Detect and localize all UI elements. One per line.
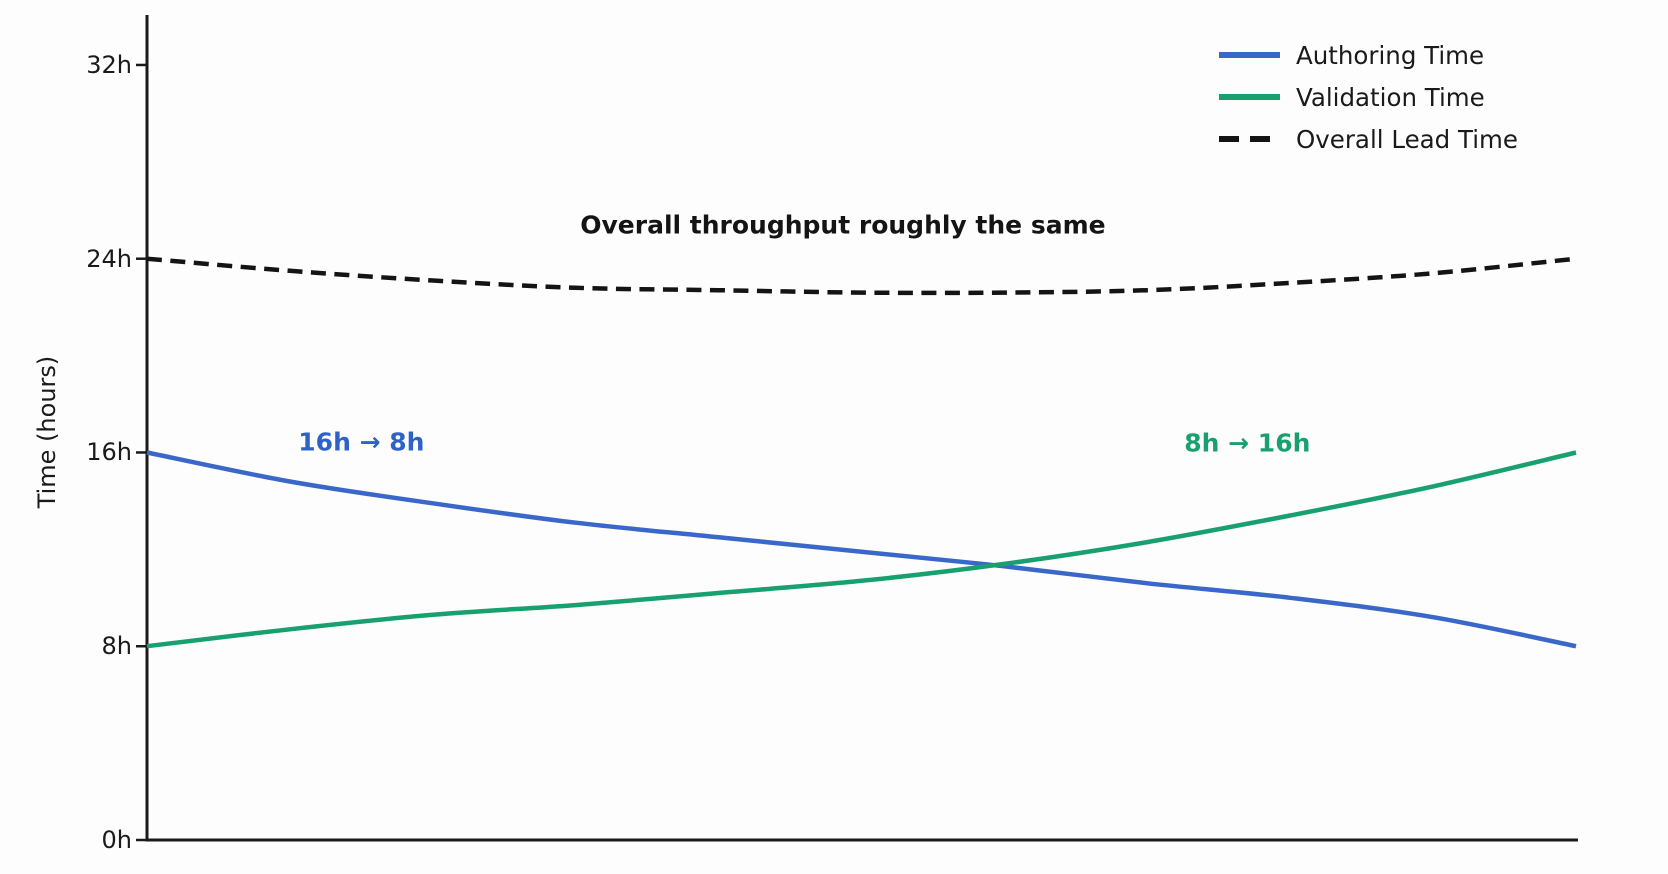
series-line-authoring-time	[146, 450, 1577, 649]
annotation-authoring-change: 16h → 8h	[298, 427, 425, 457]
y-tick-label-24h: 24h	[86, 244, 132, 273]
legend: Authoring Time Validation Time Overall L…	[1219, 34, 1518, 160]
series-line-validation-time	[146, 450, 1577, 649]
annotation-overall-throughput: Overall throughput roughly the same	[580, 210, 1106, 240]
validation-line-swatch-icon	[1219, 94, 1280, 100]
annotation-validation-change: 8h → 16h	[1184, 428, 1311, 458]
legend-label-lead-time: Overall Lead Time	[1296, 124, 1518, 154]
y-tick-label-8h: 8h	[101, 632, 132, 661]
legend-label-validation: Validation Time	[1296, 82, 1485, 112]
y-tick-label-32h: 32h	[86, 50, 132, 79]
legend-row-validation: Validation Time	[1219, 76, 1518, 118]
lead-time-dashed-swatch-icon	[1219, 136, 1280, 142]
legend-row-lead-time: Overall Lead Time	[1219, 118, 1518, 160]
legend-label-authoring: Authoring Time	[1296, 40, 1485, 70]
y-axis-title: Time (hours)	[33, 355, 61, 509]
y-tick-label-0h: 0h	[101, 826, 132, 854]
authoring-line-swatch-icon	[1219, 52, 1280, 58]
legend-row-authoring: Authoring Time	[1219, 34, 1518, 76]
y-tick-label-16h: 16h	[86, 438, 132, 467]
series-line-overall-lead-time	[146, 256, 1577, 296]
